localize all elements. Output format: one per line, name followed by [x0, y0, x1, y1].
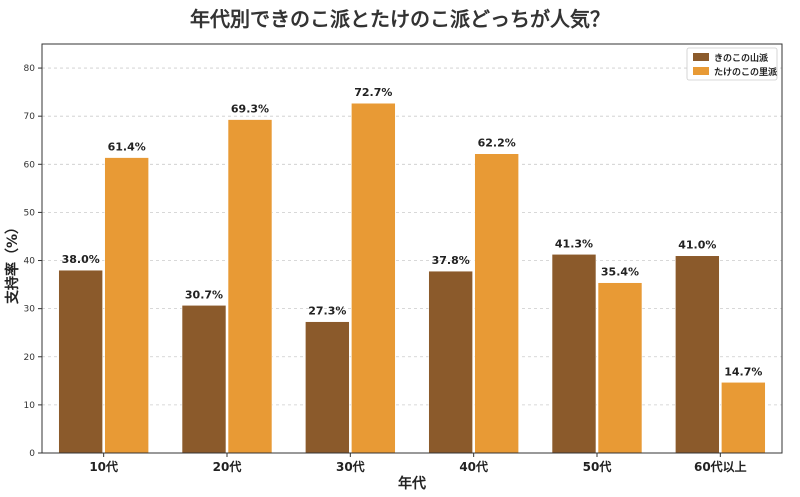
data-label: 69.3% — [231, 103, 269, 116]
x-tick-label: 50代 — [583, 459, 612, 474]
x-tick-label: 30代 — [336, 459, 365, 474]
bar — [721, 381, 766, 454]
y-tick-label: 60 — [24, 160, 36, 170]
x-tick-label: 40代 — [459, 459, 488, 474]
legend-label: たけのこの里派 — [714, 67, 778, 78]
x-tick-label: 20代 — [213, 459, 242, 474]
y-tick-label: 20 — [24, 353, 36, 363]
y-axis-ticks: 0 10 20 30 40 50 60 70 80 — [24, 64, 42, 459]
legend-box — [686, 47, 778, 81]
bar — [58, 269, 103, 454]
y-tick-label: 80 — [24, 64, 36, 74]
legend-swatch — [693, 53, 709, 61]
data-label: 72.7% — [354, 86, 392, 99]
bar — [597, 282, 643, 454]
bar — [351, 102, 396, 454]
data-label: 14.7% — [724, 365, 762, 378]
y-axis-title: 支持率（%） — [4, 220, 21, 305]
bar — [551, 253, 597, 454]
data-label: 41.3% — [555, 237, 593, 250]
y-tick-label: 70 — [24, 112, 36, 122]
data-label: 61.4% — [108, 141, 146, 154]
y-tick-label: 40 — [24, 257, 36, 267]
data-label: 62.2% — [478, 137, 516, 150]
bar — [181, 304, 227, 454]
bar — [675, 255, 720, 454]
bar — [305, 321, 350, 454]
data-labels: 38.0% 61.4% 30.7% 69.3% 27.3% 72.7% 37.8% 62.2%… — [62, 86, 763, 378]
x-axis-title: 年代 — [398, 475, 426, 492]
y-tick-label: 50 — [24, 208, 36, 218]
y-tick-label: 30 — [24, 305, 36, 315]
data-label: 30.7% — [185, 288, 223, 301]
x-tick-label: 60代以上 — [694, 459, 747, 474]
bars — [58, 102, 766, 454]
data-label: 35.4% — [601, 266, 639, 279]
x-tick-label: 10代 — [89, 459, 118, 474]
bar — [428, 270, 473, 454]
data-label: 41.0% — [678, 239, 716, 252]
x-axis-ticks: 10代 20代 30代 40代 50代 60代以上 — [89, 453, 747, 474]
data-label: 27.3% — [308, 305, 346, 318]
plot-frame — [41, 43, 783, 454]
chart-title: 年代別できのこ派とたけのこ派どっちが人気？ — [190, 7, 610, 31]
bar — [474, 153, 519, 454]
data-label: 37.8% — [432, 254, 470, 267]
bar — [104, 157, 149, 454]
gridlines — [42, 67, 782, 406]
bar — [227, 119, 273, 454]
y-tick-label: 10 — [24, 401, 36, 411]
y-tick-label: 0 — [29, 449, 35, 459]
legend-label: きのこの山派 — [714, 52, 769, 64]
legend-swatch — [693, 67, 709, 75]
data-label: 38.0% — [62, 253, 100, 266]
